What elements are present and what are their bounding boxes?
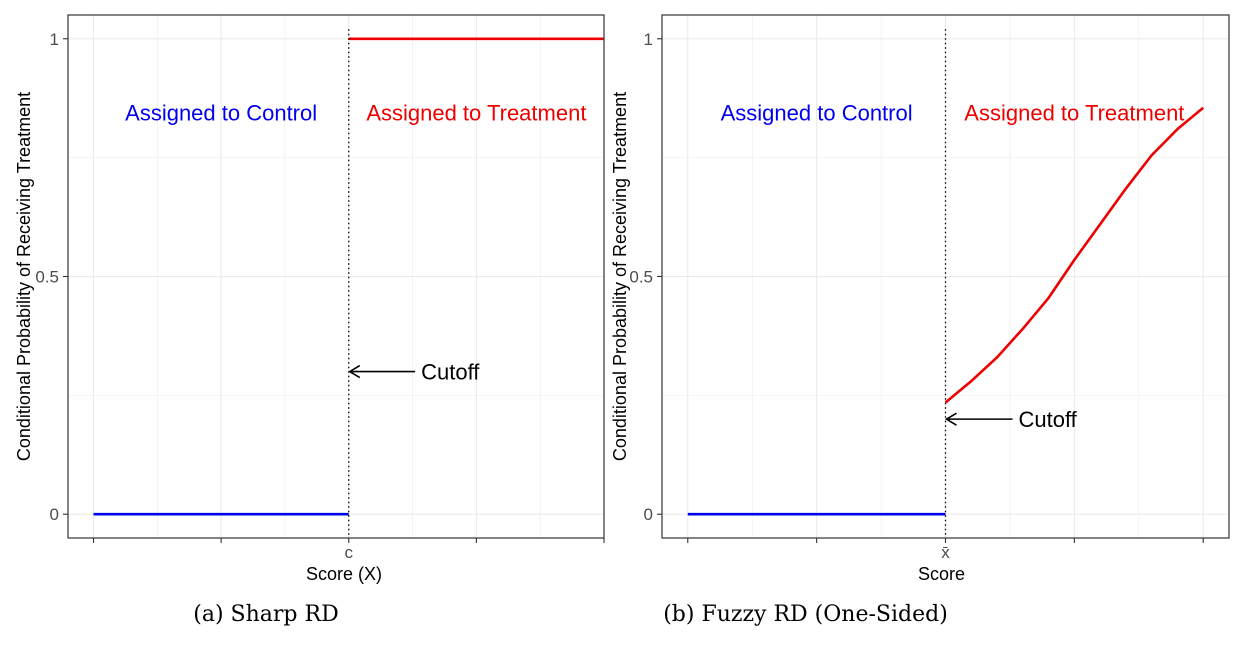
panel-fuzzy-rd: Assigned to Control Assigned to Treatmen…: [610, 14, 1230, 627]
x-axis-title: Score: [918, 564, 965, 584]
y-tick-label: 0: [644, 505, 653, 524]
y-tick-label: 0.5: [35, 268, 59, 287]
y-tick-label: 0.5: [629, 268, 653, 287]
y-tick-label: 0: [50, 505, 59, 524]
y-axis-title: Conditional Probability of Receiving Tre…: [610, 92, 630, 461]
cutoff-annotation: Cutoff: [348, 360, 480, 385]
x-ticks: [92, 538, 605, 543]
region-label-treatment: Assigned to Treatment: [964, 100, 1184, 125]
cutoff-label: Cutoff: [421, 360, 480, 385]
y-tick-label: 1: [644, 30, 653, 49]
region-label-control: Assigned to Control: [125, 100, 317, 125]
region-label-treatment: Assigned to Treatment: [366, 100, 586, 125]
y-ticks: 00.51: [35, 30, 68, 524]
region-label-control: Assigned to Control: [721, 100, 913, 125]
y-axis-title: Conditional Probability of Receiving Tre…: [14, 92, 34, 461]
series-group: [687, 106, 1205, 516]
panel-sharp-rd: Assigned to Control Assigned to Treatmen…: [14, 14, 605, 627]
x-tick-label-cutoff: c: [345, 543, 354, 562]
y-tick-label: 1: [50, 30, 59, 49]
cutoff-arrow-head: [348, 364, 361, 379]
series-line-1: [944, 106, 1205, 404]
x-axis-title: Score (X): [306, 564, 382, 584]
cutoff-label: Cutoff: [1019, 407, 1078, 432]
x-ticks: [687, 538, 1204, 543]
caption: (b) Fuzzy RD (One-Sided): [663, 602, 948, 627]
caption: (a) Sharp RD: [193, 602, 338, 627]
cutoff-annotation: Cutoff: [944, 407, 1078, 432]
grid-lines: [68, 15, 605, 538]
x-tick-label-cutoff: x̄: [941, 543, 950, 562]
cutoff-arrow-head: [944, 412, 957, 426]
series-group: [93, 37, 604, 516]
y-ticks: 00.51: [629, 30, 662, 524]
